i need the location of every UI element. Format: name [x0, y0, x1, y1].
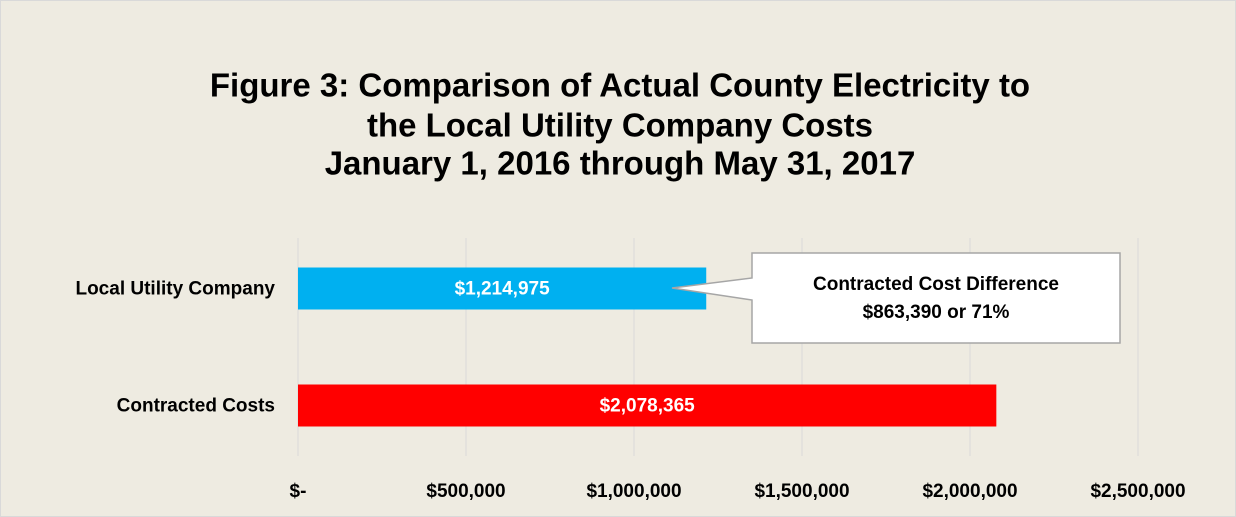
bars: Local Utility Company $1,214,975 Contracte…	[75, 267, 997, 427]
annotation: Contracted Cost Difference	[813, 274, 1059, 295]
x-tick-label: $-	[290, 481, 307, 502]
x-tick-label: $1,000,000	[586, 481, 681, 502]
x-tick-label: $500,000	[426, 481, 505, 502]
bar	[298, 267, 707, 310]
chart-title: Figure 3: Comparison of Actual County El…	[210, 67, 1030, 104]
y-tick-label: Local Utility Company	[75, 279, 275, 300]
bar	[298, 384, 997, 427]
value-label: $2,078,365	[600, 396, 696, 417]
chart-title: the Local Utility Company Costs	[367, 107, 873, 144]
x-tick-label: $2,500,000	[1090, 481, 1185, 502]
callout-box	[671, 252, 1121, 344]
x-tick-label: $2,000,000	[922, 481, 1017, 502]
y-tick-label: Contracted Costs	[117, 396, 275, 417]
value-label: $1,214,975	[455, 279, 551, 300]
chart-title: January 1, 2016 through May 31, 2017	[325, 145, 916, 182]
x-tick-label: $1,500,000	[754, 481, 849, 502]
annotation: $863,390 or 71%	[863, 302, 1010, 323]
